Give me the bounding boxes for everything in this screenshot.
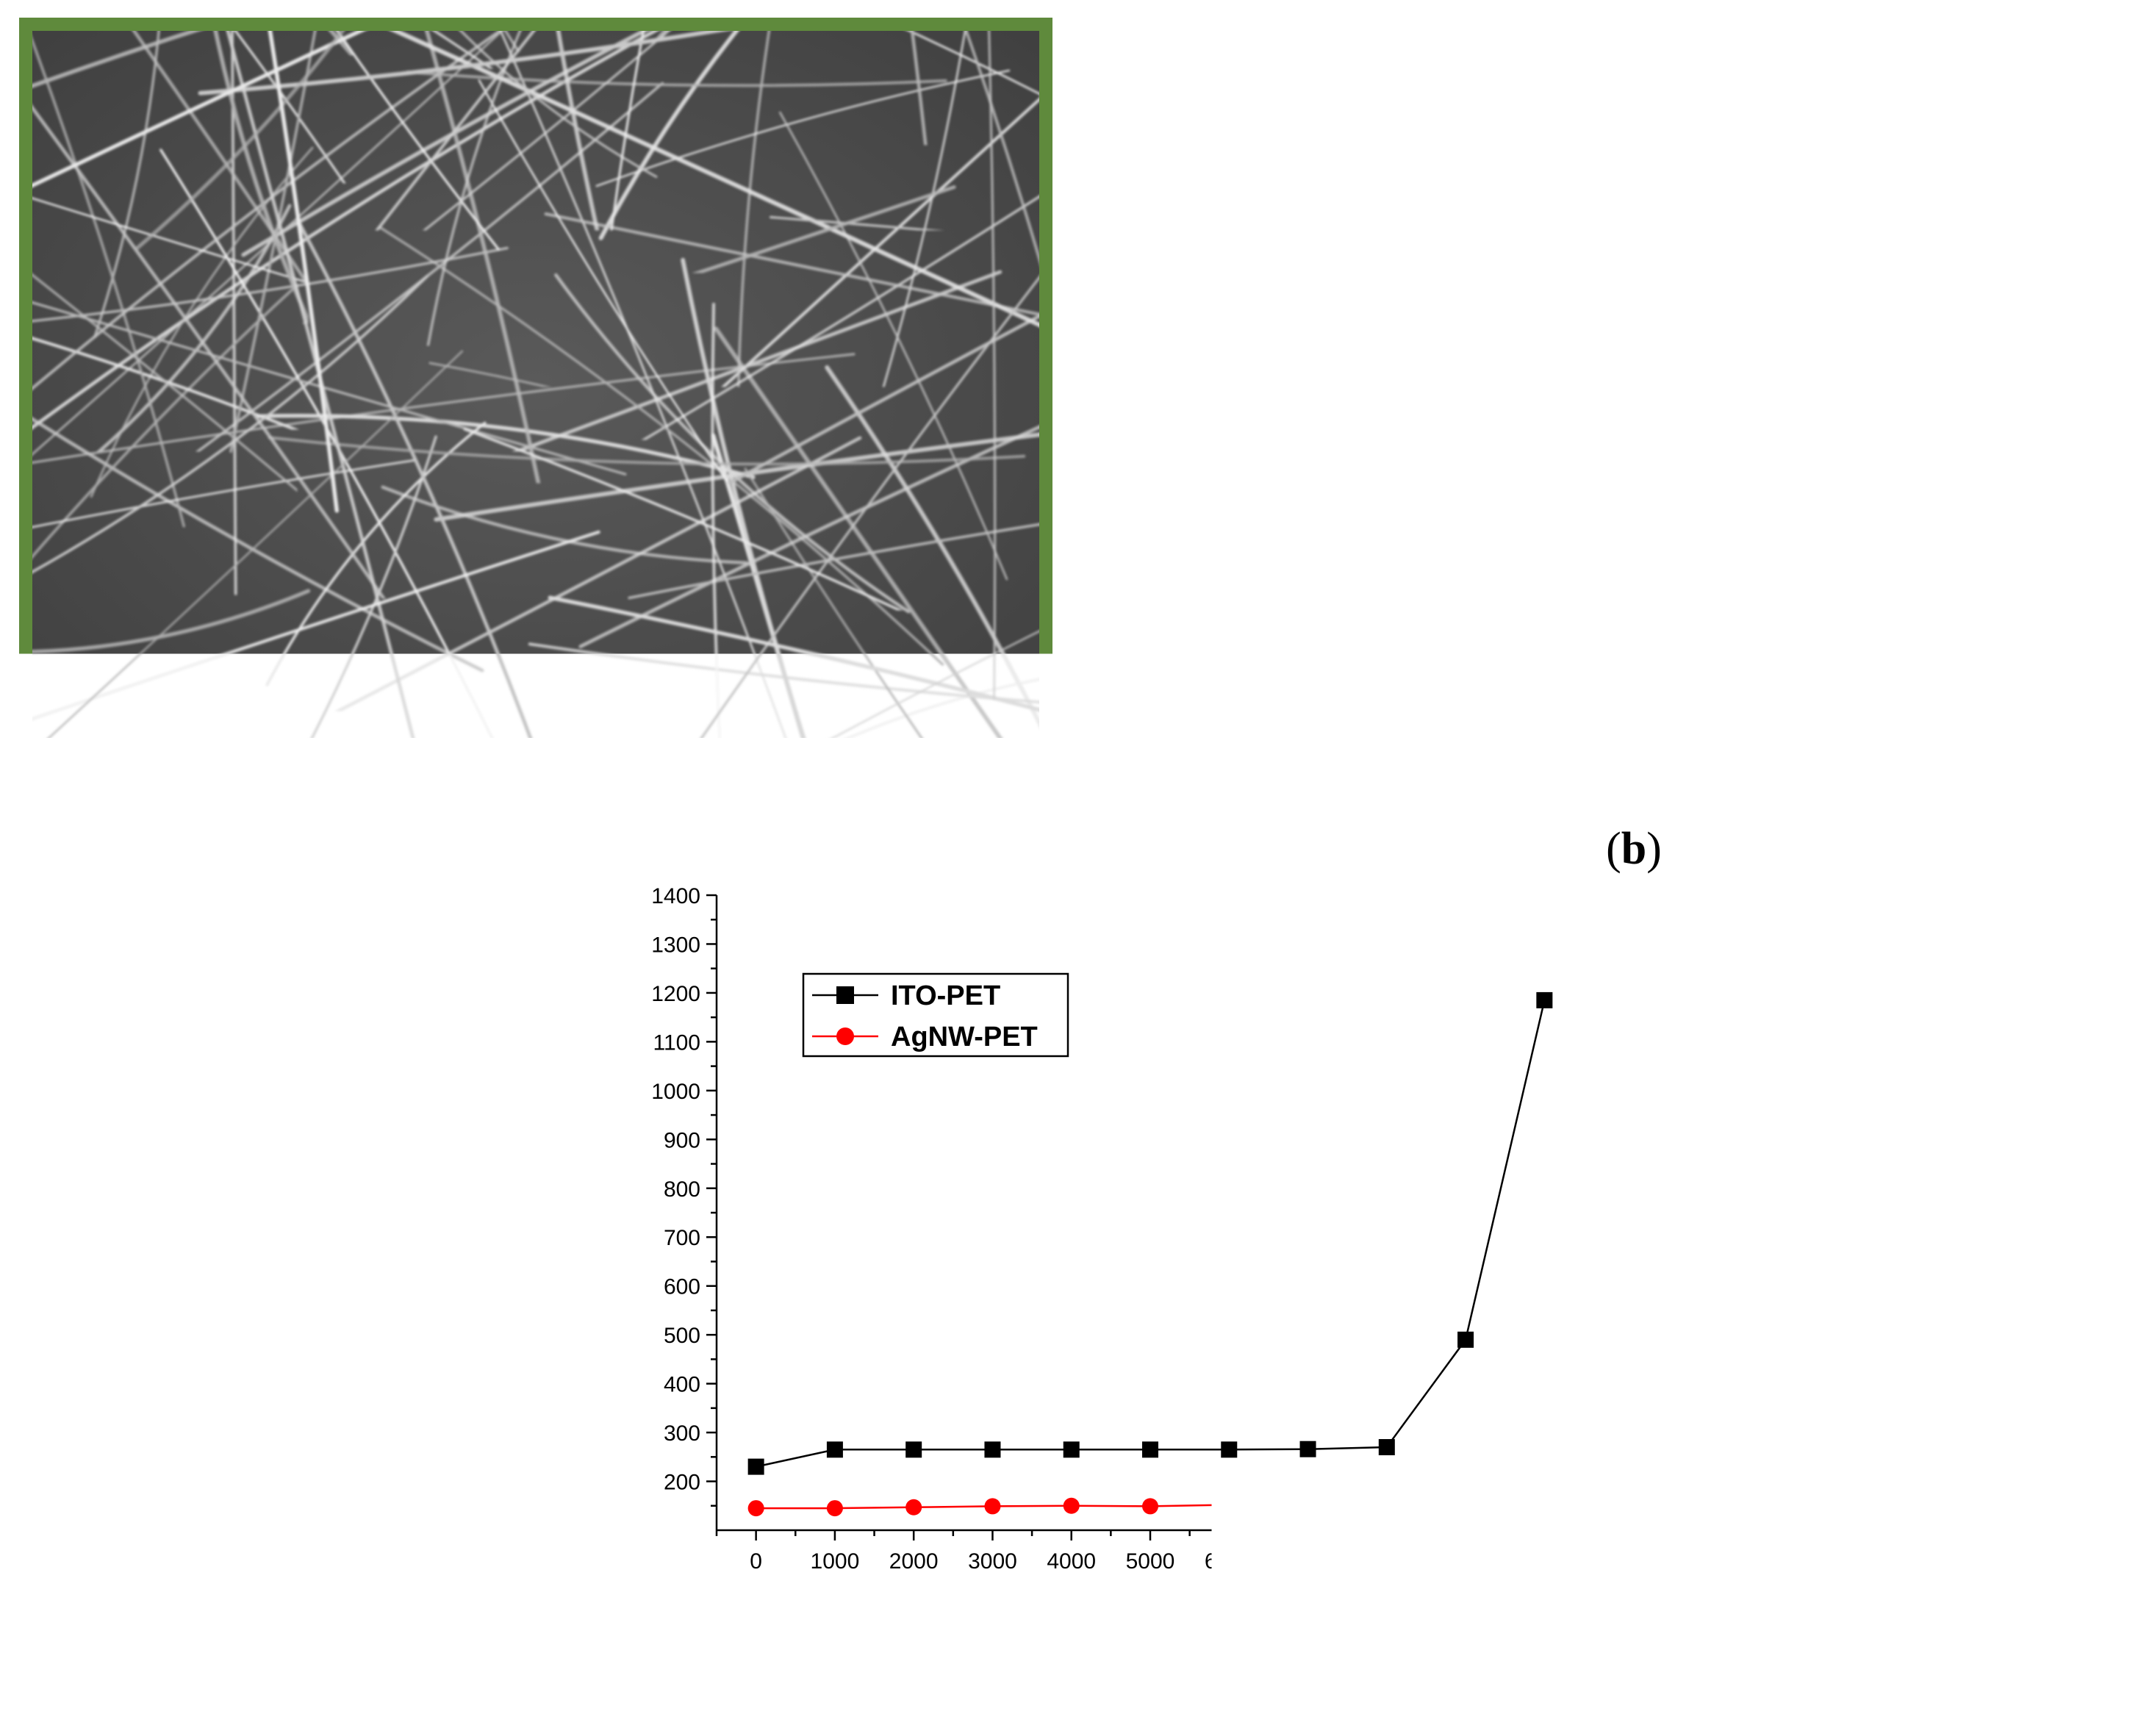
- xrd-y-label: Intensity: [1136, 303, 1166, 417]
- bending-x-tick-label: 1000: [811, 1549, 860, 1574]
- panel-label-a: (a): [509, 824, 562, 874]
- ito-pet-point: [748, 1459, 764, 1475]
- bending-legend: ITO-PET AgNW-PET: [803, 974, 1068, 1056]
- panel-label-b: (b): [1606, 824, 1662, 874]
- bending-y-tick-label: 1200: [651, 982, 700, 1006]
- sem-scale-label: 2.00um: [936, 753, 1029, 783]
- bending-x-tick-label: 7000: [1283, 1549, 1333, 1574]
- agnw-pet-point: [1142, 1498, 1158, 1514]
- bending-x-label: Bending test(number): [1005, 1599, 1296, 1629]
- bending-x-tick-label: 4000: [1047, 1549, 1096, 1574]
- agnw-pet-point: [905, 1499, 922, 1516]
- ito-pet-point: [984, 1441, 1000, 1457]
- xrd-x-tick-label: 70: [1910, 700, 1937, 727]
- bending-series: [748, 992, 1553, 1516]
- bending-x-ticks: 0 1000 2000 3000 4000 5000 6000 7000 8000 9000 100…: [717, 1530, 1584, 1574]
- legend-agnw-marker: [836, 1027, 854, 1045]
- bending-y-label: Sheet Resistance(ohm/sq): [592, 994, 623, 1343]
- bending-y-tick-label: 200: [664, 1471, 700, 1495]
- xrd-x-tick-label: 50: [1508, 700, 1535, 727]
- bending-x-tick-label: 5000: [1126, 1549, 1175, 1574]
- ito-pet-point: [1379, 1439, 1395, 1455]
- agnw-pet-point: [1300, 1496, 1316, 1513]
- ito-pet-point: [1300, 1441, 1316, 1457]
- bending-x-tick-label: 3000: [968, 1549, 1017, 1574]
- agnw-pet-point: [1379, 1496, 1395, 1513]
- bending-y-tick-label: 1100: [653, 1030, 700, 1055]
- ito-pet-point: [1064, 1441, 1080, 1457]
- sem-panel: DNI 5.0kV 11.8mm x20.0k 2.00um: [0, 0, 1536, 1185]
- bending-y-tick-label: 900: [664, 1128, 700, 1152]
- bending-y-tick-label: 800: [664, 1177, 700, 1202]
- bending-y-ticks: 200 300 400 500 600 700 800 900 1000 1100 1200 1300…: [651, 884, 717, 1506]
- ito-pet-point: [1221, 1441, 1237, 1457]
- xrd-chart: 40 50 60 70 80 2Theta(degree) Intensity: [1136, 22, 2137, 785]
- agnw-pet-point: [1536, 1495, 1552, 1511]
- xrd-pattern-line: [1221, 29, 2123, 616]
- xrd-x-label: 2Theta(degree): [1533, 754, 1733, 785]
- bending-x-tick-label: 10000: [1514, 1549, 1575, 1574]
- legend-agnw-label: AgNW-PET: [891, 1022, 1038, 1052]
- xrd-x-ticks: 40 50 60 70 80: [1220, 684, 2137, 727]
- bending-y-tick-label: 500: [664, 1324, 700, 1348]
- bending-y-tick-label: 1400: [651, 884, 700, 908]
- ito-pet-point: [1536, 992, 1552, 1008]
- bending-y-tick-label: 600: [664, 1275, 700, 1299]
- series-line-ito-pet: [756, 1000, 1545, 1467]
- legend-ito-label: ITO-PET: [891, 980, 1000, 1011]
- xrd-x-tick-label: 40: [1308, 700, 1334, 727]
- bending-x-tick-label: 9000: [1441, 1549, 1491, 1574]
- panel-label-c: (c): [1061, 1657, 1112, 1707]
- agnw-pet-point: [1457, 1496, 1474, 1513]
- bending-x-tick-label: 2000: [889, 1549, 939, 1574]
- ito-pet-point: [905, 1441, 922, 1457]
- agnw-pet-point: [1064, 1498, 1080, 1514]
- bending-y-tick-label: 1000: [651, 1080, 700, 1104]
- bending-y-tick-label: 300: [664, 1421, 700, 1446]
- xrd-x-tick-label: 60: [1710, 700, 1736, 727]
- bending-y-tick-label: 700: [664, 1226, 700, 1250]
- bending-y-tick-label: 1300: [651, 933, 700, 957]
- legend-ito-marker: [836, 986, 854, 1004]
- agnw-pet-point: [827, 1500, 843, 1516]
- bending-y-tick-label: 400: [664, 1373, 700, 1397]
- agnw-pet-point: [1221, 1496, 1237, 1513]
- ito-pet-point: [1142, 1441, 1158, 1457]
- sem-info-text: DNI 5.0kV 11.8mm x20.0k: [40, 753, 365, 783]
- xrd-x-tick-label: 80: [2111, 700, 2137, 727]
- bending-x-tick-label: 0: [750, 1549, 762, 1574]
- ito-pet-point: [827, 1441, 843, 1457]
- agnw-pet-point: [748, 1500, 764, 1516]
- bending-chart: 200 300 400 500 600 700 800 900 1000 1100 1200 1300…: [592, 884, 1584, 1629]
- bending-x-tick-label: 8000: [1362, 1549, 1411, 1574]
- ito-pet-point: [1457, 1332, 1474, 1348]
- bending-x-tick-label: 6000: [1205, 1549, 1254, 1574]
- agnw-pet-point: [984, 1498, 1000, 1514]
